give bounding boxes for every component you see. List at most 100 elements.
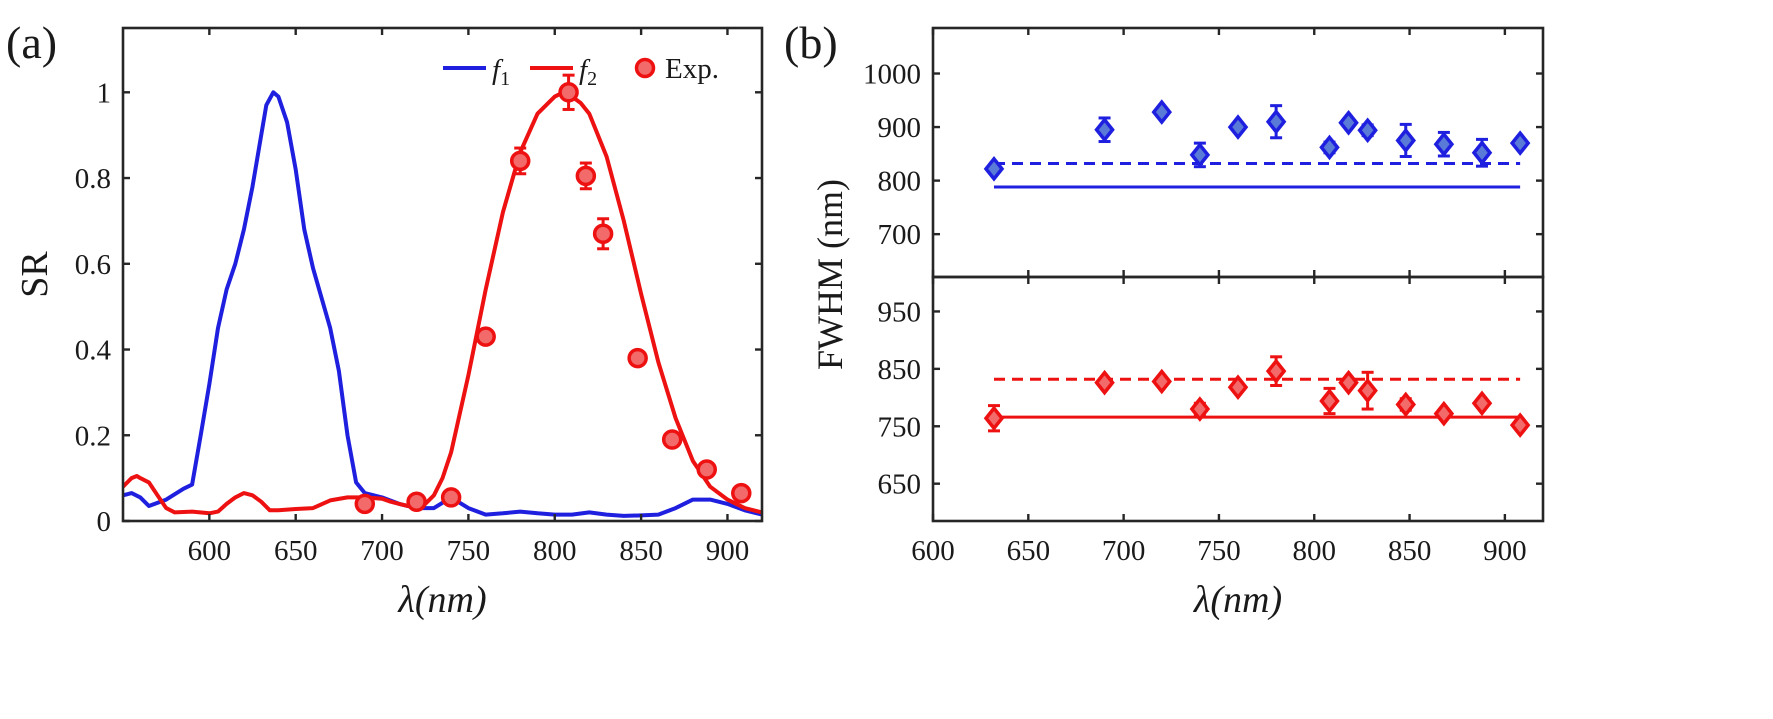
y-tick-label: 0.2 [75,420,111,452]
diamond-marker [983,156,1005,182]
exp-marker [406,491,427,512]
x-tick-label: 850 [1388,535,1432,567]
axes-box [931,275,1545,523]
y-tick-label: 0.6 [75,249,111,281]
exp-point [661,429,683,450]
data-point [1227,374,1249,401]
y-axis-label: SR [14,251,56,298]
exp-marker [592,223,614,245]
exp-point [406,491,427,512]
y-tick-label: 650 [878,469,922,501]
x-tick-label: 600 [188,535,232,567]
x-tick-label: 750 [447,535,491,567]
diamond-marker [1227,114,1249,140]
exp-point [627,347,648,369]
data-point [1395,391,1416,418]
y-axis-label: FWHM (nm) [810,179,850,370]
subplot-b-top: 700 800 900 1000 [863,26,1545,279]
diamond-marker [1357,377,1378,404]
y-tick-label: 950 [878,296,922,328]
x-tick-label: 850 [619,535,663,567]
diamond-marker [1151,368,1172,395]
exp-marker [731,482,752,504]
data-point [1471,137,1493,168]
diamond-marker [983,405,1005,432]
diamond-marker [1395,391,1416,418]
x-tick-label: 650 [274,535,318,567]
legend-label-f2-sub: 2 [587,68,597,90]
data-point [1319,386,1340,416]
legend-label-exp: Exp. [665,53,719,85]
diamond-marker [1189,142,1211,168]
panel-label-a: (a) [6,17,57,68]
data-point [1357,370,1378,411]
x-axis-label-unit: (nm) [1210,579,1282,621]
data-point [1395,122,1416,159]
axes-box [121,26,764,523]
exp-point [440,487,462,508]
data-point [983,404,1005,433]
y-tick-label: 1000 [863,59,921,91]
exp-marker [575,165,597,187]
diamond-marker [1433,400,1455,427]
y-tick-label: 0 [97,506,112,538]
exp-point [592,217,614,251]
y-tick-label: 0.8 [75,163,111,195]
y-tick-label: 750 [878,411,922,443]
diamond-marker [1357,117,1378,144]
legend-marker-exp [634,57,656,79]
y-tick-label: 700 [878,219,922,251]
diamond-marker [1227,374,1249,401]
exp-point [509,146,531,176]
data-point [1265,104,1287,140]
diamond-marker [1265,108,1287,135]
data-point [1189,141,1211,169]
diamond-marker [1094,116,1115,143]
data-point [1094,116,1115,144]
x-axis-label: λ(nm) [1193,579,1282,621]
data-point [1265,355,1287,388]
data-point [1189,396,1211,422]
diamond-marker [1094,369,1115,396]
legend-label-f2: f2 [579,54,597,90]
diamond-marker [1471,390,1493,417]
data-point [1471,390,1493,417]
data-point [1338,369,1359,396]
exp-marker [440,487,462,508]
data-point [1227,114,1249,140]
diamond-marker [1151,99,1172,125]
diamond-marker [1265,358,1287,384]
panel-label-b: (b) [784,17,838,68]
x-tick-label: 900 [706,535,750,567]
x-axis-label: λ(nm) [397,579,486,621]
diamond-marker [1395,127,1416,154]
exp-point [558,73,579,111]
x-tick-label: 750 [1197,535,1241,567]
x-tick-label: 900 [1483,535,1527,567]
exp-point [696,459,717,480]
diamond-marker [1338,369,1359,396]
x-tick-label: 700 [360,535,404,567]
subplot-b-bottom: 650 750 850 950 [878,275,1545,523]
diamond-marker [1509,130,1531,156]
data-point [1319,134,1340,161]
exp-marker [696,459,717,480]
panel-a-chart: 600 650 700 750 800 850 900 0 0.2 0.4 0.6 0.8 1 SR λ(n… [6,17,764,621]
exp-marker [661,429,683,450]
exp-point [575,161,597,191]
data-point [1151,368,1172,395]
x-axis-label-symbol: λ [1193,579,1210,621]
exp-marker [627,347,648,369]
y-tick-label: 850 [878,354,922,386]
x-axis-label-symbol: λ [397,579,414,621]
legend-label-f1: f1 [492,54,510,90]
x-axis-label-unit: (nm) [415,579,487,621]
data-point [1509,130,1531,156]
x-tick-label: 600 [911,535,955,567]
x-tick-label: 700 [1102,535,1146,567]
axes-box [931,26,1545,279]
legend-label-f1-sub: 1 [500,68,510,90]
x-tick-label: 650 [1007,535,1051,567]
exp-point [354,493,376,515]
